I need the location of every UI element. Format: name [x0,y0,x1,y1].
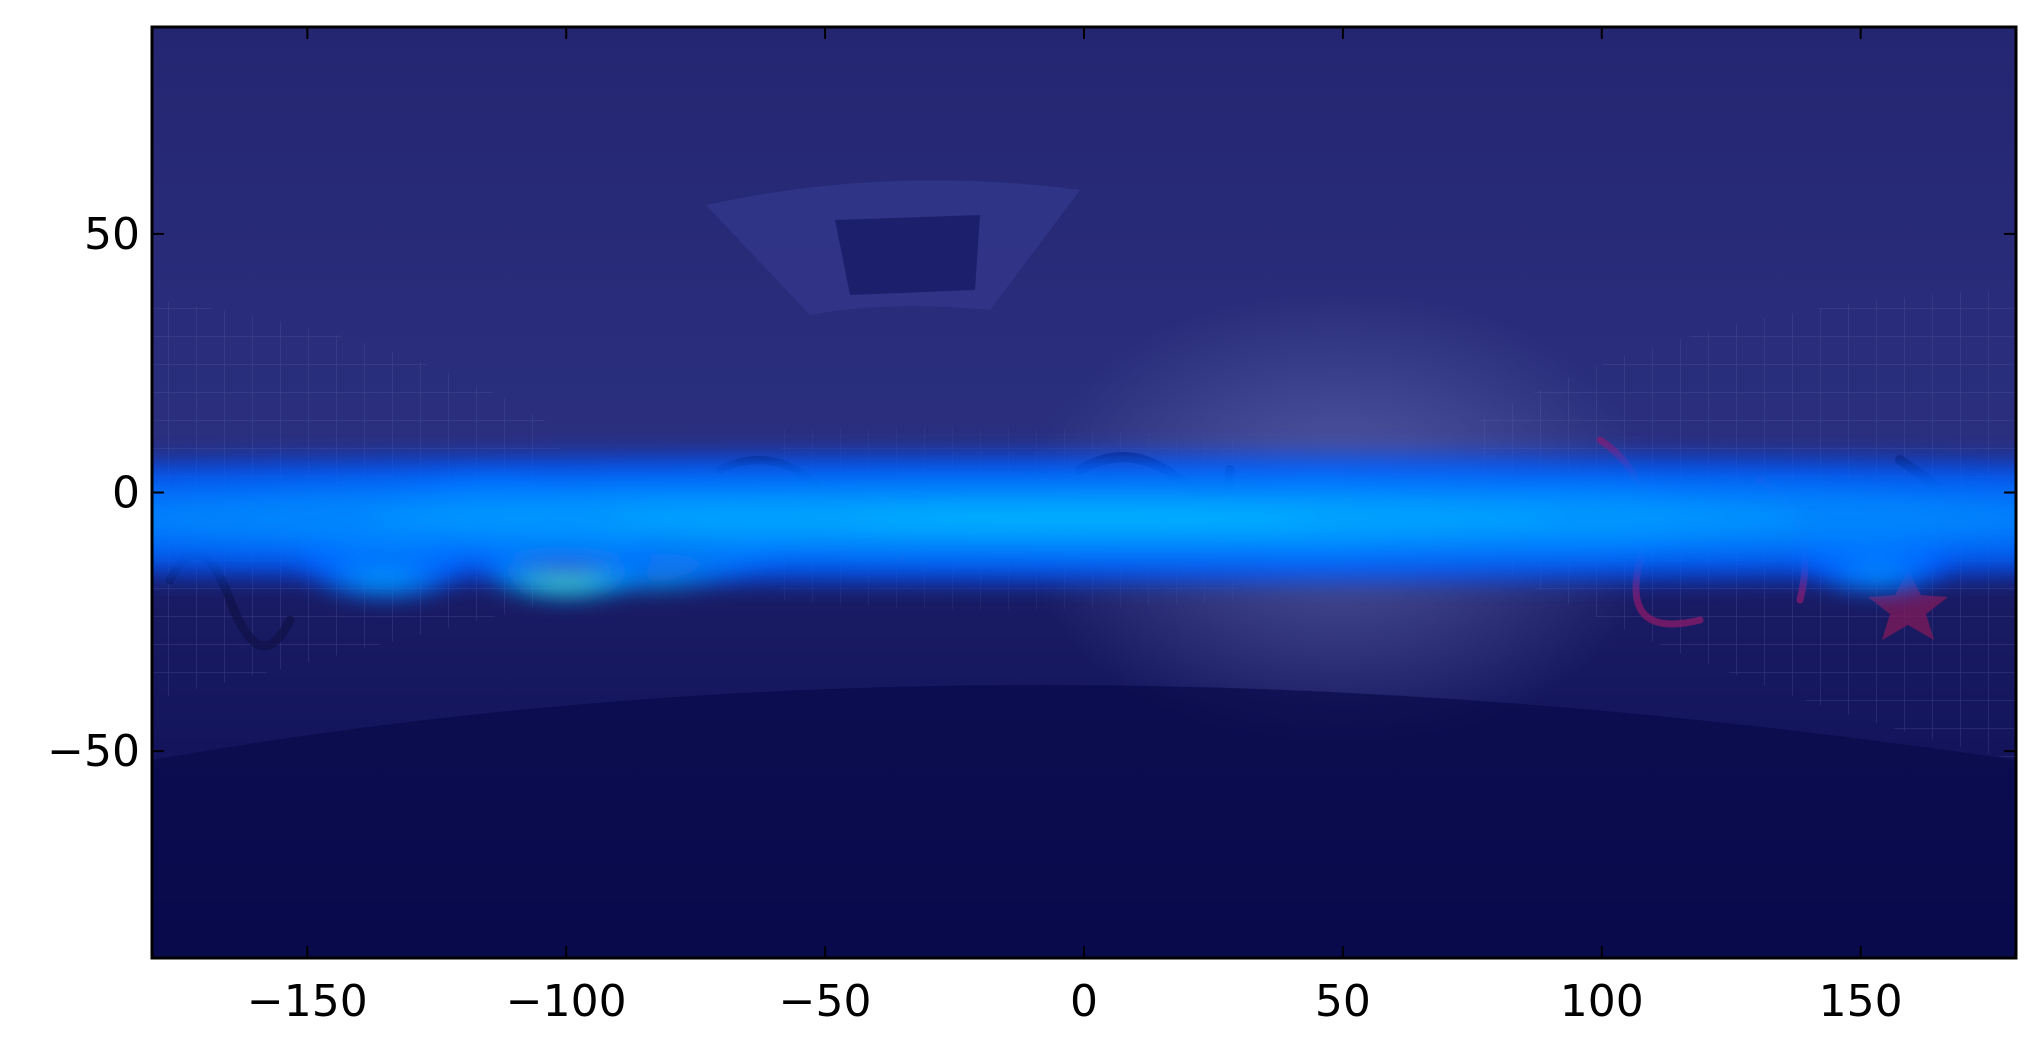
y-tick-label: 0 [112,468,140,519]
x-axis: −150 −100 −50 0 50 100 150 [247,27,1903,1027]
x-tick-label: 0 [1070,976,1098,1027]
x-tick-label: 100 [1560,976,1644,1027]
x-tick-label: 150 [1819,976,1903,1027]
y-axis: −50 0 50 [47,209,2016,777]
plot-area [152,27,2016,958]
heat-hotspot [152,447,2016,590]
x-tick-label: 50 [1315,976,1371,1027]
y-tick-label: 50 [84,209,140,260]
heatmap-overlay [152,447,2016,603]
x-tick-label: −150 [247,976,368,1027]
x-tick-label: −50 [779,976,872,1027]
x-tick-label: −100 [506,976,627,1027]
y-tick-label: −50 [47,726,140,777]
